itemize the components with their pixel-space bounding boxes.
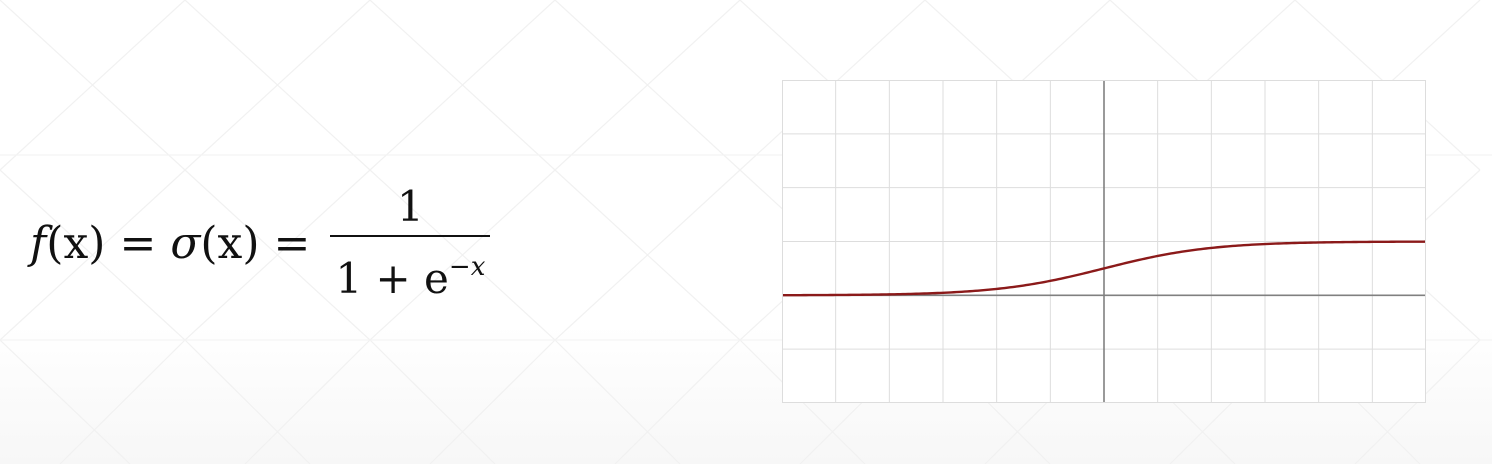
formula-equals-1: = (119, 217, 157, 269)
sigmoid-formula: f (x) = σ (x) = 1 1 + e−x (30, 183, 491, 303)
sigmoid-curve (782, 240, 1426, 297)
formula-lhs-var: (x) (46, 217, 106, 269)
denominator-exponent: −x (448, 252, 486, 282)
formula-numerator: 1 (397, 182, 424, 231)
fraction-bar (330, 235, 491, 237)
chart-border (782, 80, 1426, 403)
formula-lhs-func: f (30, 217, 47, 269)
formula-equals-2: = (273, 217, 311, 269)
formula-denominator: 1 + e−x (335, 237, 485, 303)
formula-mid-var: (x) (200, 217, 260, 269)
denominator-base: 1 + e (335, 254, 449, 303)
sigmoid-chart (782, 80, 1426, 403)
formula-fraction: 1 1 + e−x (330, 182, 491, 303)
formula-sigma: σ (170, 217, 201, 269)
